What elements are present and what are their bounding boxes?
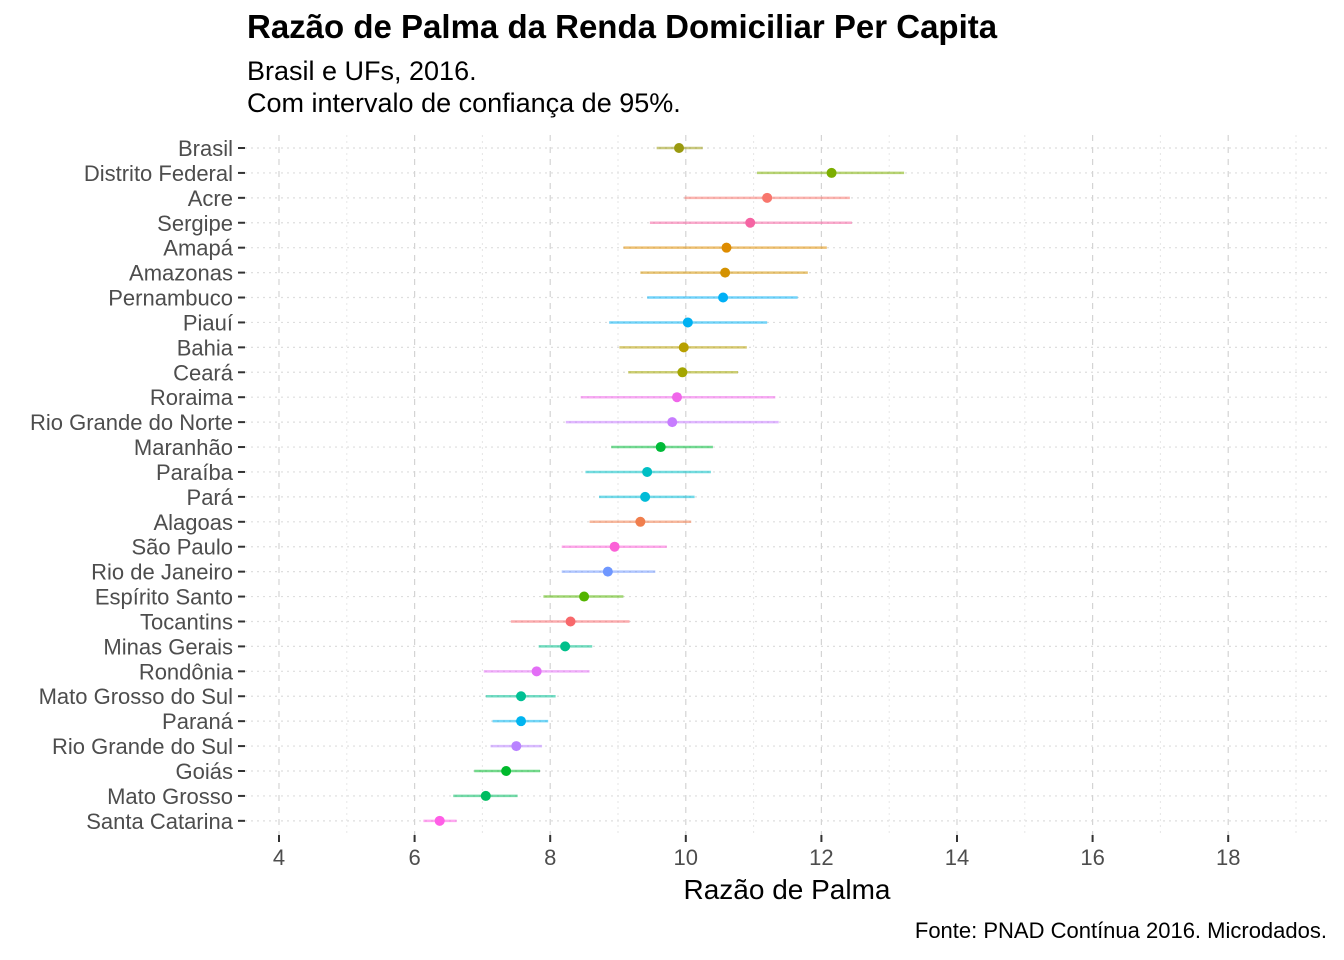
y-tick-label: Santa Catarina — [86, 809, 234, 834]
y-tick-label: Pará — [187, 485, 234, 510]
x-tick-label: 6 — [408, 845, 420, 870]
estimate-point — [642, 466, 653, 477]
estimate-point — [826, 167, 837, 178]
y-tick-label: Goiás — [176, 759, 233, 784]
estimate-point — [667, 417, 678, 428]
y-tick-label: Pernambuco — [108, 286, 233, 311]
estimate-point — [674, 143, 685, 153]
x-axis-label: Razão de Palma — [683, 874, 890, 905]
y-tick-label: Ceará — [173, 360, 234, 385]
y-tick-label: Roraima — [150, 385, 234, 410]
y-tick-label: Amapá — [163, 236, 233, 261]
y-tick-label: Paraíba — [156, 460, 234, 485]
estimate-point — [516, 716, 527, 727]
estimate-point — [721, 242, 732, 253]
estimate-point — [678, 342, 689, 353]
estimate-point — [516, 691, 527, 702]
y-tick-label: Rio Grande do Sul — [52, 734, 233, 759]
estimate-point — [682, 317, 693, 328]
y-tick-label: Paraná — [162, 709, 234, 734]
estimate-point — [745, 217, 756, 228]
estimate-point — [511, 741, 522, 752]
x-tick-label: 4 — [273, 845, 285, 870]
estimate-point — [560, 641, 571, 652]
y-tick-label: Mato Grosso do Sul — [39, 684, 233, 709]
y-tick-label: Mato Grosso — [107, 784, 233, 809]
x-tick-label: 8 — [544, 845, 556, 870]
estimate-point — [720, 267, 731, 278]
x-tick-label: 16 — [1080, 845, 1104, 870]
plot-marks — [423, 143, 905, 826]
x-tick-label: 18 — [1216, 845, 1240, 870]
y-tick-label: Rio Grande do Norte — [30, 410, 233, 435]
x-tick-label: 14 — [945, 845, 969, 870]
estimate-point — [501, 766, 512, 776]
y-tick-label: Maranhão — [134, 435, 233, 460]
y-tick-label: Piauí — [183, 310, 233, 335]
estimate-point — [635, 516, 646, 527]
y-tick-label: Distrito Federal — [84, 161, 233, 186]
estimate-point — [677, 367, 688, 378]
estimate-point — [762, 192, 773, 203]
y-tick-label: Bahia — [177, 335, 234, 360]
estimate-point — [640, 491, 651, 502]
chart-subtitle-line-1: Brasil e UFs, 2016. — [247, 56, 477, 86]
y-tick-label: Acre — [188, 186, 233, 211]
estimate-point — [531, 666, 542, 677]
plot-grid — [245, 135, 1330, 835]
y-tick-label: Minas Gerais — [103, 634, 233, 659]
y-tick-label: Espírito Santo — [95, 585, 233, 610]
y-tick-label: Rio de Janeiro — [91, 560, 233, 585]
y-tick-label: São Paulo — [131, 535, 233, 560]
estimate-point — [602, 566, 613, 577]
estimate-point — [655, 442, 666, 453]
y-tick-label: Amazonas — [129, 261, 233, 286]
estimate-point — [434, 815, 445, 826]
y-tick-label: Brasil — [178, 136, 233, 161]
estimate-point — [480, 790, 491, 801]
chart-caption: Fonte: PNAD Contínua 2016. Microdados. — [915, 918, 1327, 943]
chart-subtitle-line-2: Com intervalo de confiança de 95%. — [247, 88, 681, 118]
y-tick-label: Sergipe — [157, 211, 233, 236]
estimate-point — [565, 616, 576, 627]
y-tick-label: Alagoas — [153, 510, 233, 535]
y-tick-label: Tocantins — [140, 609, 233, 634]
chart-title: Razão de Palma da Renda Domiciliar Per C… — [247, 8, 998, 45]
estimate-point — [609, 541, 620, 552]
estimate-point — [718, 292, 729, 303]
estimate-point — [579, 591, 590, 602]
x-tick-label: 10 — [674, 845, 698, 870]
x-tick-label: 12 — [809, 845, 833, 870]
x-axis: 4 6 8 10 12 14 16 18 — [273, 835, 1240, 870]
estimate-point — [671, 392, 682, 403]
y-tick-label: Rondônia — [139, 659, 234, 684]
